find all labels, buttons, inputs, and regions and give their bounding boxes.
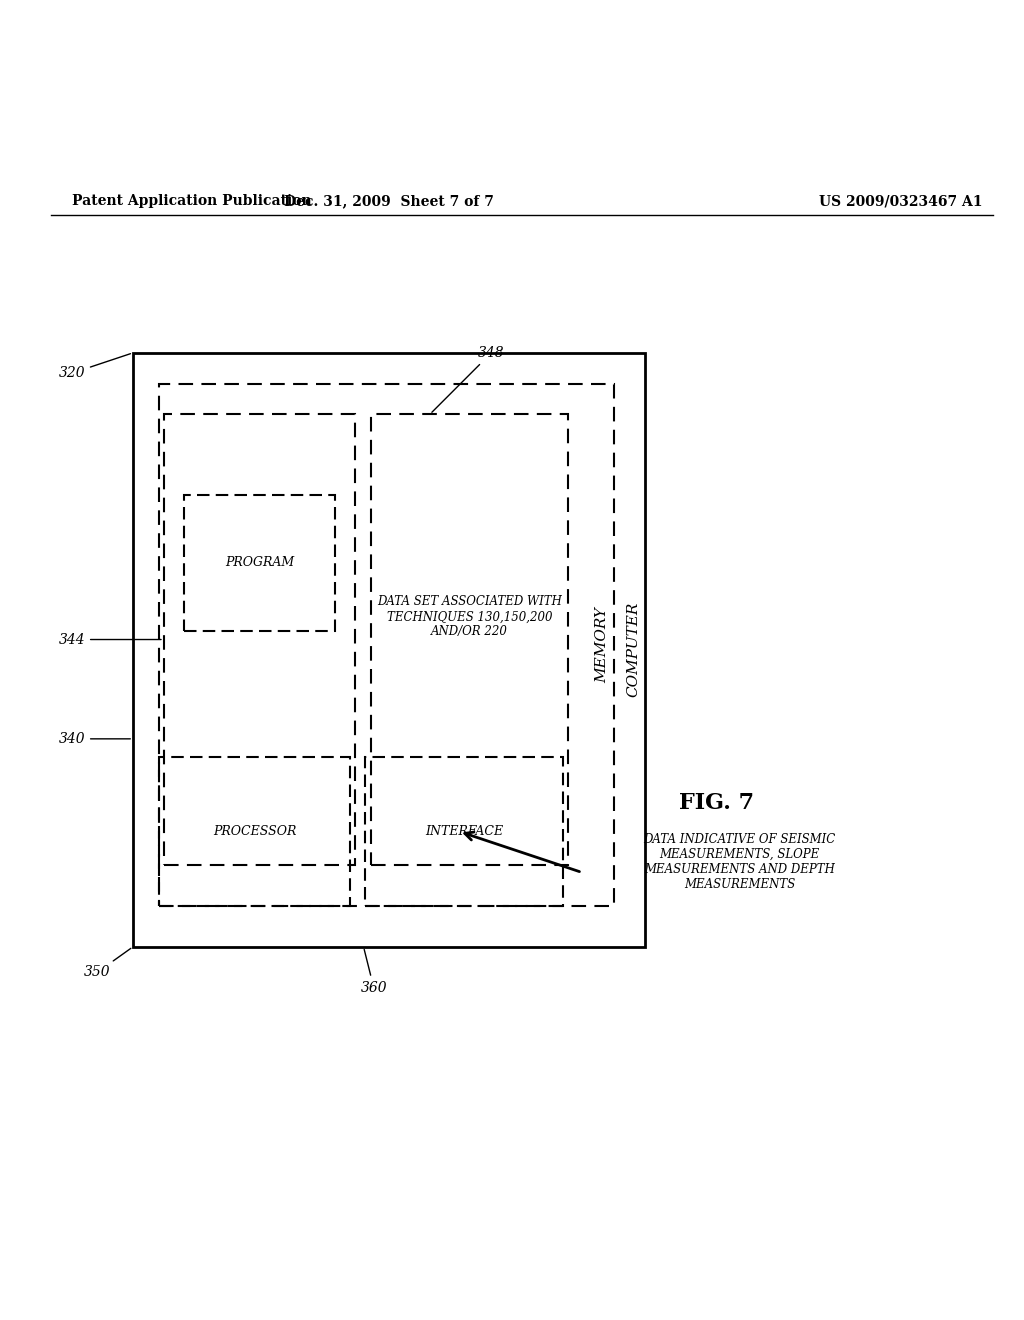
Text: 348: 348 (432, 346, 505, 412)
Text: DATA SET ASSOCIATED WITH
TECHNIQUES 130,150,200
AND/OR 220: DATA SET ASSOCIATED WITH TECHNIQUES 130,… (377, 595, 562, 639)
Text: COMPUTER: COMPUTER (626, 602, 640, 697)
Text: 340: 340 (58, 731, 130, 746)
Text: 360: 360 (360, 949, 387, 995)
Text: 320: 320 (58, 354, 130, 380)
Text: Patent Application Publication: Patent Application Publication (72, 194, 311, 209)
Text: MEMORY: MEMORY (595, 607, 609, 682)
Text: US 2009/0323467 A1: US 2009/0323467 A1 (819, 194, 983, 209)
Text: DATA INDICATIVE OF SEISMIC
MEASUREMENTS, SLOPE
MEASUREMENTS AND DEPTH
MEASUREMEN: DATA INDICATIVE OF SEISMIC MEASUREMENTS,… (643, 833, 836, 891)
Text: INTERFACE: INTERFACE (425, 825, 504, 838)
Text: 350: 350 (84, 948, 131, 979)
Text: PROCESSOR: PROCESSOR (213, 825, 296, 838)
Text: 344: 344 (58, 632, 161, 647)
Text: Dec. 31, 2009  Sheet 7 of 7: Dec. 31, 2009 Sheet 7 of 7 (285, 194, 494, 209)
Text: FIG. 7: FIG. 7 (679, 792, 755, 814)
Text: PROGRAM: PROGRAM (225, 557, 294, 569)
